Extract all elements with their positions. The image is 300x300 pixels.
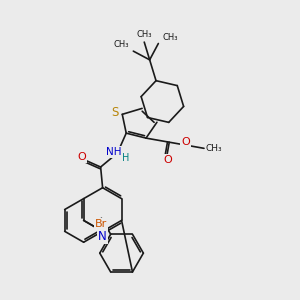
- Text: CH₃: CH₃: [162, 32, 178, 41]
- Text: S: S: [112, 106, 119, 119]
- Text: O: O: [77, 152, 86, 162]
- Text: NH: NH: [106, 147, 121, 157]
- Text: N: N: [98, 230, 107, 243]
- Text: CH₃: CH₃: [114, 40, 129, 49]
- Text: O: O: [182, 137, 190, 147]
- Text: Br: Br: [95, 219, 107, 229]
- Text: CH₃: CH₃: [136, 30, 152, 39]
- Text: H: H: [122, 153, 129, 163]
- Text: CH₃: CH₃: [206, 144, 223, 153]
- Text: O: O: [163, 155, 172, 165]
